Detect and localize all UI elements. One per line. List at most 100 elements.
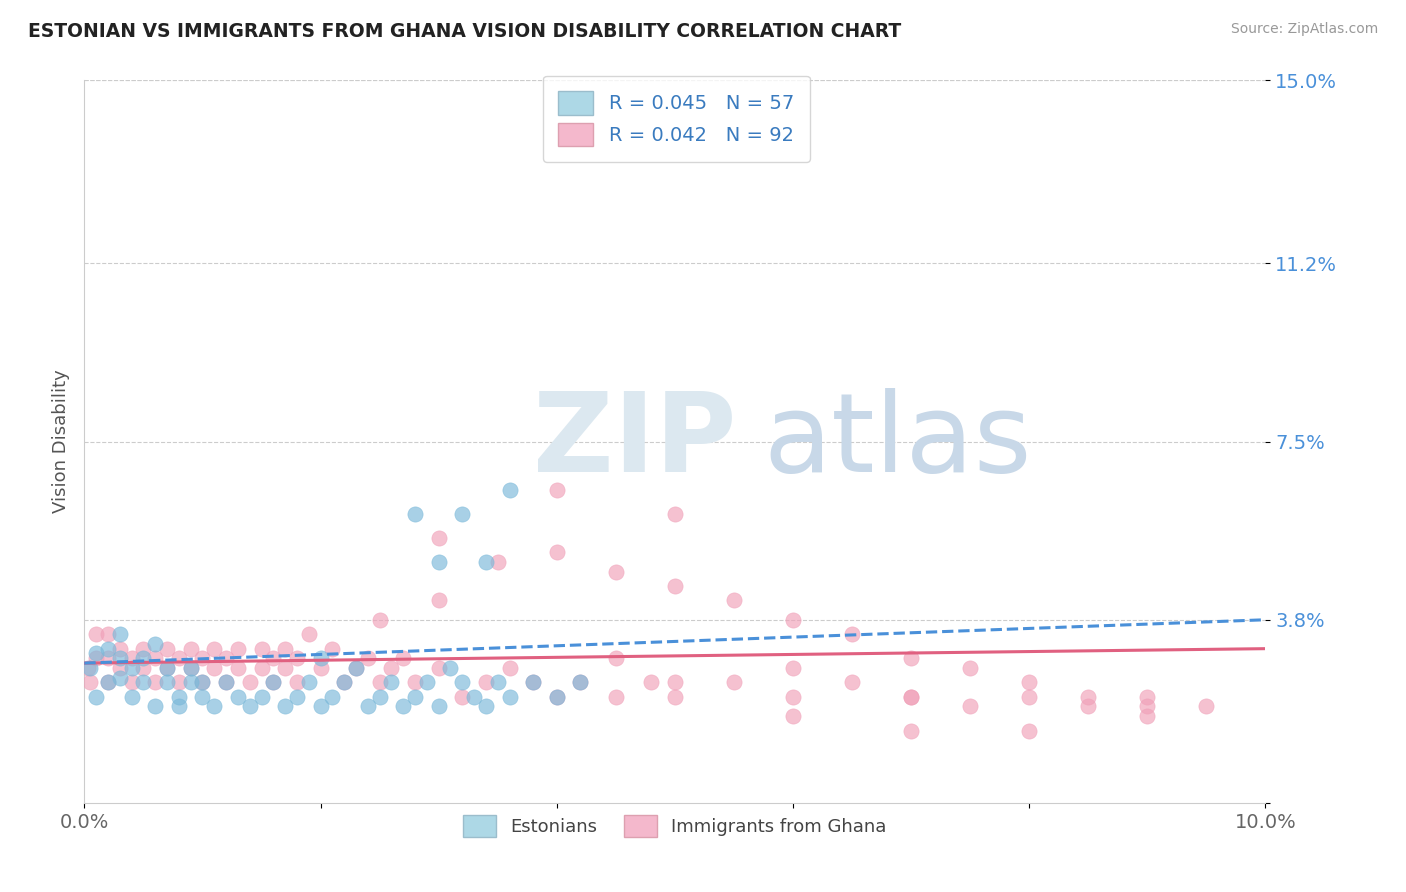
Point [250, 661, 273, 675]
Point [605, 690, 627, 704]
Point [167, 690, 190, 704]
Point [546, 690, 568, 704]
Point [782, 661, 804, 675]
Point [79, 675, 101, 690]
Point [723, 675, 745, 690]
Text: atlas: atlas [763, 388, 1032, 495]
Point [333, 675, 356, 690]
Point [1018, 690, 1040, 704]
Point [84, 647, 107, 661]
Point [427, 661, 450, 675]
Point [180, 641, 202, 656]
Point [427, 555, 450, 569]
Point [522, 675, 544, 690]
Point [357, 651, 380, 665]
Point [546, 483, 568, 497]
Point [108, 651, 131, 665]
Point [1136, 699, 1159, 714]
Point [475, 675, 498, 690]
Point [498, 690, 520, 704]
Point [156, 661, 179, 675]
Point [486, 675, 509, 690]
Point [274, 699, 297, 714]
Text: Source: ZipAtlas.com: Source: ZipAtlas.com [1230, 22, 1378, 37]
Point [84, 690, 107, 704]
Point [156, 641, 179, 656]
Point [451, 690, 474, 704]
Point [569, 675, 592, 690]
Point [274, 661, 297, 675]
Point [309, 661, 332, 675]
Point [959, 661, 981, 675]
Point [664, 690, 686, 704]
Point [959, 699, 981, 714]
Point [475, 555, 498, 569]
Point [640, 675, 662, 690]
Point [143, 699, 166, 714]
Point [226, 690, 249, 704]
Text: ESTONIAN VS IMMIGRANTS FROM GHANA VISION DISABILITY CORRELATION CHART: ESTONIAN VS IMMIGRANTS FROM GHANA VISION… [28, 22, 901, 41]
Point [664, 507, 686, 521]
Point [1018, 723, 1040, 738]
Point [167, 651, 190, 665]
Point [1077, 699, 1099, 714]
Point [392, 651, 415, 665]
Point [404, 507, 426, 521]
Point [368, 675, 391, 690]
Point [250, 690, 273, 704]
Point [439, 661, 461, 675]
Point [156, 661, 179, 675]
Point [546, 545, 568, 559]
Point [664, 579, 686, 593]
Point [132, 661, 155, 675]
Point [191, 675, 214, 690]
Point [285, 675, 308, 690]
Point [1195, 699, 1218, 714]
Point [226, 641, 249, 656]
Point [900, 690, 922, 704]
Point [143, 675, 166, 690]
Point [569, 675, 592, 690]
Point [167, 699, 190, 714]
Point [97, 675, 120, 690]
Point [108, 671, 131, 685]
Point [226, 661, 249, 675]
Point [782, 613, 804, 627]
Point [84, 627, 107, 641]
Point [392, 699, 415, 714]
Point [416, 675, 439, 690]
Point [202, 699, 225, 714]
Point [191, 651, 214, 665]
Y-axis label: Vision Disability: Vision Disability [52, 369, 70, 514]
Point [1077, 690, 1099, 704]
Point [357, 699, 380, 714]
Point [522, 675, 544, 690]
Point [108, 641, 131, 656]
Point [380, 661, 402, 675]
Point [108, 661, 131, 675]
Point [97, 675, 120, 690]
Point [239, 699, 262, 714]
Point [333, 675, 356, 690]
Point [841, 675, 863, 690]
Point [262, 675, 284, 690]
Point [143, 651, 166, 665]
Point [167, 675, 190, 690]
Point [841, 627, 863, 641]
Point [344, 661, 367, 675]
Point [404, 675, 426, 690]
Point [262, 651, 284, 665]
Point [121, 675, 143, 690]
Point [97, 651, 120, 665]
Point [451, 507, 474, 521]
Point [451, 675, 474, 690]
Point [215, 675, 238, 690]
Point [202, 641, 225, 656]
Point [143, 637, 166, 651]
Point [97, 627, 120, 641]
Point [1018, 675, 1040, 690]
Point [344, 661, 367, 675]
Point [546, 690, 568, 704]
Point [180, 661, 202, 675]
Point [900, 690, 922, 704]
